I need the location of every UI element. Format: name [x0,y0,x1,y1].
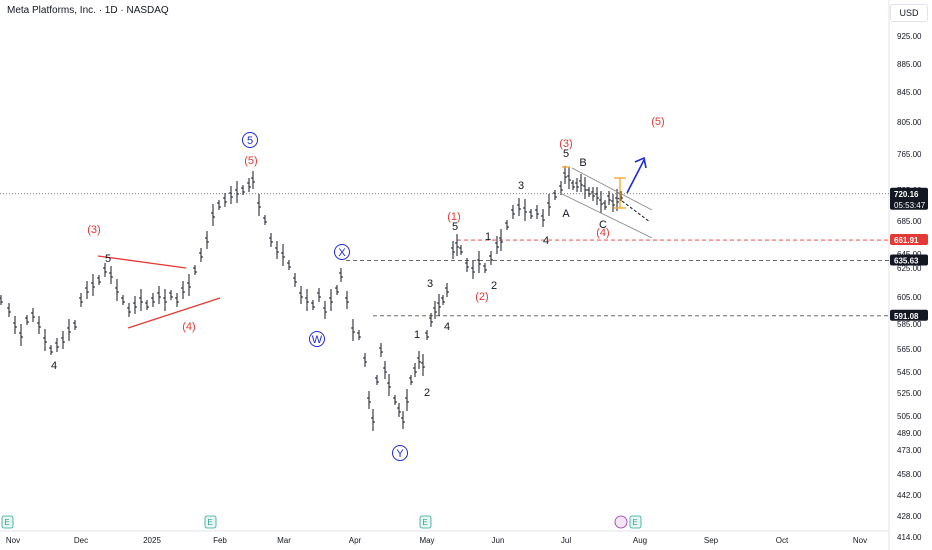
wave-label: 1 [414,329,420,341]
y-tick-label: 414.00 [897,533,922,542]
wave-label: 4 [51,360,57,372]
wave-label: (3) [559,138,572,150]
price-label-box [890,187,928,210]
y-tick-label: 845.00 [897,88,922,97]
event-marker-box [629,515,642,529]
y-tick-label: 505.00 [897,412,922,421]
wave-label-circle [392,445,408,461]
y-tick-label: 625.00 [897,264,922,273]
y-tick-label: 525.00 [897,389,922,398]
x-tick-label: Sep [704,536,719,545]
x-tick-label: Apr [349,536,362,545]
currency-button[interactable]: USD [890,4,928,22]
channel-dashed-line [617,197,651,223]
wave-label: 2 [424,387,430,399]
wave-label: 5 [563,148,569,160]
x-tick-label: Feb [213,536,227,545]
channel-upper-line [571,167,653,211]
x-tick-label: Nov [853,536,867,545]
y-tick-label: 685.00 [897,217,922,226]
wave-label: 5 [452,221,458,233]
projection-arrow-head [634,156,647,169]
wave-label: 5 [247,135,253,147]
x-tick-label: Jun [492,536,505,545]
wave-label-circle [242,132,258,148]
price-label-box [890,254,928,266]
y-tick-label: 645.00 [897,250,922,259]
wave-label: 2 [491,280,497,292]
x-tick-label: Dec [74,536,88,545]
y-tick-label: 885.00 [897,60,922,69]
y-tick-label: 605.00 [897,293,922,302]
x-tick-label: Oct [776,536,789,545]
event-marker-label: E [632,518,637,527]
y-tick-label: 428.00 [897,512,922,521]
wave-label: X [338,247,346,259]
event-marker-box [1,515,14,529]
event-marker-label: E [4,518,9,527]
wave-label: 4 [444,321,450,333]
x-tick-label: Mar [277,536,291,545]
wave-label: (1) [447,211,460,223]
price-label-text: 591.08 [894,312,919,321]
y-tick-label: 442.00 [897,491,922,500]
wave-label: (5) [651,116,664,128]
wave-label: (3) [87,224,100,236]
channel-lower-line [559,192,653,239]
wave-label: (5) [244,155,257,167]
x-tick-label: Aug [633,536,647,545]
x-tick-label: Jul [561,536,571,545]
wave-label-circle [309,331,325,347]
wave-label: 3 [427,278,433,290]
event-marker-label: E [422,518,427,527]
wave-label: (4) [596,227,609,239]
wave-label: B [579,157,586,169]
wave-label: 1 [485,231,491,243]
wave-label: Y [396,448,404,460]
y-tick-label: 585.00 [897,320,922,329]
y-tick-label: 489.00 [897,429,922,438]
dividend-marker-icon [614,515,628,529]
y-tick-label: 565.00 [897,345,922,354]
y-tick-label: 473.00 [897,446,922,455]
wave-label: 5 [105,253,111,265]
y-tick-label: 458.00 [897,470,922,479]
wave-label: (4) [182,321,195,333]
countdown-label: 05:53:47 [894,201,926,210]
wave-label: W [312,334,323,346]
x-tick-label: May [419,536,434,545]
price-label-box [890,309,928,321]
price-label-text: 720.16 [894,190,919,199]
event-marker-label: E [207,518,212,527]
y-tick-label: 925.00 [897,32,922,41]
projection-arrow-line [626,159,645,194]
event-marker-box [204,515,217,529]
wave-label: 3 [518,180,524,192]
wave-label: (2) [475,291,488,303]
triangle-lower-line [127,297,221,329]
wave-label: C [599,219,607,231]
price-label-text: 635.63 [894,257,919,266]
wave-label: 4 [543,235,549,247]
price-label-text: 661.91 [894,236,919,245]
x-tick-label: 2025 [143,536,161,545]
chart-title: Meta Platforms, Inc. · 1D · NASDAQ [7,5,169,16]
wave-label: A [562,208,570,220]
event-marker-box [419,515,432,529]
y-tick-label: 545.00 [897,368,922,377]
y-tick-label: 765.00 [897,150,922,159]
price-label-box [890,234,928,246]
x-tick-label: Nov [6,536,20,545]
triangle-upper-line [97,255,187,269]
y-tick-label: 805.00 [897,118,922,127]
wave-label-circle [334,244,350,260]
